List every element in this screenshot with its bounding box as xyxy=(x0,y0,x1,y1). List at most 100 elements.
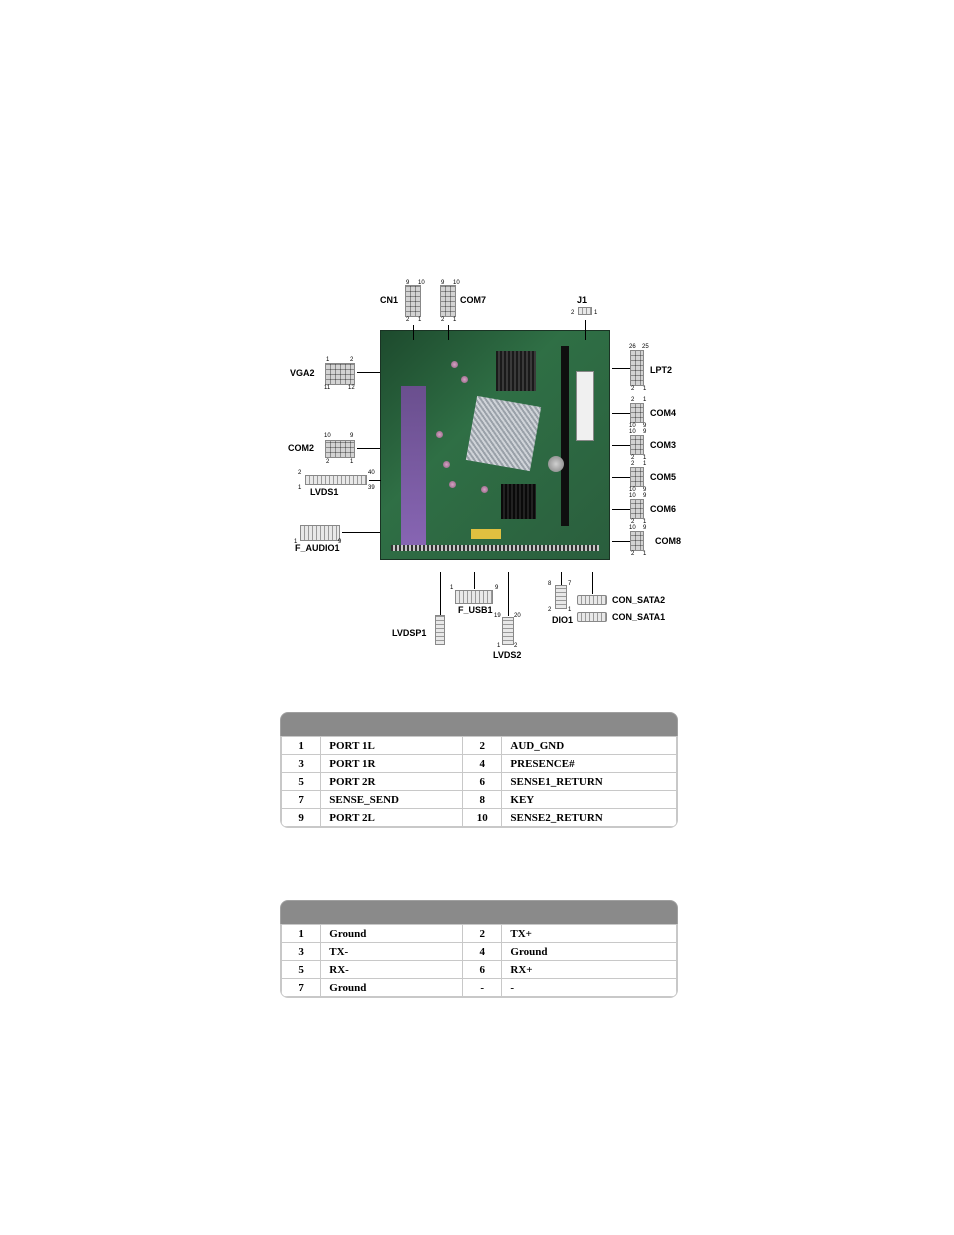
capacitor-icon xyxy=(461,376,468,383)
chip-icon xyxy=(471,529,501,539)
label-lpt2: LPT2 xyxy=(650,365,672,375)
label-cn1: CN1 xyxy=(380,295,398,305)
pin-number: 10 xyxy=(463,809,502,827)
pin-number: 1 xyxy=(282,925,321,943)
pin-number: 5 xyxy=(282,961,321,979)
connector-com7 xyxy=(440,285,456,317)
pin-strip-icon xyxy=(391,545,599,551)
signal-name: RX+ xyxy=(502,961,677,979)
connector-vga2 xyxy=(325,363,355,385)
connector-f-usb1 xyxy=(455,590,493,604)
motherboard-diagram: CN1 9 10 2 1 COM7 9 10 2 1 J1 2 1 VGA2 1… xyxy=(280,275,690,665)
pin-number: 4 xyxy=(463,755,502,773)
capacitor-icon xyxy=(451,361,458,368)
connector-j1 xyxy=(578,307,592,315)
table-row: 7Ground-- xyxy=(282,979,677,997)
label-com3: COM3 xyxy=(650,440,676,450)
label-f-usb1: F_USB1 xyxy=(458,605,493,615)
pin-number: 4 xyxy=(463,943,502,961)
pin-number: 9 xyxy=(282,809,321,827)
connector-com2 xyxy=(325,440,355,458)
connector-com8 xyxy=(630,531,644,551)
signal-name: PORT 1L xyxy=(321,737,463,755)
connector-lvdsp1 xyxy=(435,615,445,645)
label-lvds2: LVDS2 xyxy=(493,650,521,660)
connector-con-sata1 xyxy=(577,612,607,622)
label-dio1: DIO1 xyxy=(552,615,573,625)
table-body: 1Ground2TX+3TX-4Ground5RX-6RX+7Ground-- xyxy=(281,924,677,997)
signal-name: SENSE1_RETURN xyxy=(502,773,677,791)
table-row: 7SENSE_SEND8KEY xyxy=(282,791,677,809)
pin-number: 5 xyxy=(282,773,321,791)
connector-com6 xyxy=(630,499,644,519)
signal-name: TX+ xyxy=(502,925,677,943)
connector-cn1 xyxy=(405,285,421,317)
label-f-audio1: F_AUDIO1 xyxy=(295,543,340,553)
signal-name: RX- xyxy=(321,961,463,979)
table-header-bar xyxy=(280,900,678,924)
pin-number: - xyxy=(463,979,502,997)
table-row: 1PORT 1L2AUD_GND xyxy=(282,737,677,755)
pin-number: 6 xyxy=(463,961,502,979)
connector-con-sata2 xyxy=(577,595,607,605)
signal-name: AUD_GND xyxy=(502,737,677,755)
board-photo xyxy=(380,330,610,560)
connector-dio1 xyxy=(555,585,567,609)
connector-com4 xyxy=(630,403,644,423)
pin-number: 6 xyxy=(463,773,502,791)
signal-name: PORT 1R xyxy=(321,755,463,773)
pin-number: 8 xyxy=(463,791,502,809)
pin-number: 7 xyxy=(282,791,321,809)
capacitor-icon xyxy=(443,461,450,468)
pin-number: 1 xyxy=(282,737,321,755)
label-lvds1: LVDS1 xyxy=(310,487,338,497)
label-lvdsp1: LVDSP1 xyxy=(392,628,426,638)
pin-number: 7 xyxy=(282,979,321,997)
signal-name: Ground xyxy=(321,979,463,997)
battery-icon xyxy=(548,456,564,472)
label-com2: COM2 xyxy=(288,443,314,453)
table-row: 5RX-6RX+ xyxy=(282,961,677,979)
signal-name: PRESENCE# xyxy=(502,755,677,773)
table-body: 1PORT 1L2AUD_GND3PORT 1R4PRESENCE#5PORT … xyxy=(281,736,677,827)
label-com7: COM7 xyxy=(460,295,486,305)
table-row: 9PORT 2L10SENSE2_RETURN xyxy=(282,809,677,827)
label-vga2: VGA2 xyxy=(290,368,315,378)
connector-lvds1 xyxy=(305,475,367,485)
connector-lvds2 xyxy=(502,617,514,645)
signal-name: SENSE_SEND xyxy=(321,791,463,809)
table-row: 1Ground2TX+ xyxy=(282,925,677,943)
table-header-bar xyxy=(280,712,678,736)
signal-name: KEY xyxy=(502,791,677,809)
label-com4: COM4 xyxy=(650,408,676,418)
pinout-table-audio: 1PORT 1L2AUD_GND3PORT 1R4PRESENCE#5PORT … xyxy=(280,712,678,828)
signal-name: PORT 2L xyxy=(321,809,463,827)
signal-name: - xyxy=(502,979,677,997)
label-con-sata2: CON_SATA2 xyxy=(612,595,665,605)
connector-f-audio1 xyxy=(300,525,340,541)
atx-connector-icon xyxy=(576,371,594,441)
label-com5: COM5 xyxy=(650,472,676,482)
label-com8: COM8 xyxy=(655,536,681,546)
pinout-table-sata: 1Ground2TX+3TX-4Ground5RX-6RX+7Ground-- xyxy=(280,900,678,998)
chip-icon xyxy=(501,484,536,519)
connector-lpt2 xyxy=(630,350,644,386)
pin-number: 2 xyxy=(463,925,502,943)
label-j1: J1 xyxy=(577,295,587,305)
signal-name: Ground xyxy=(502,943,677,961)
pin-number: 3 xyxy=(282,943,321,961)
table-row: 5PORT 2R6SENSE1_RETURN xyxy=(282,773,677,791)
connector-com5 xyxy=(630,467,644,487)
signal-name: TX- xyxy=(321,943,463,961)
capacitor-icon xyxy=(436,431,443,438)
label-con-sata1: CON_SATA1 xyxy=(612,612,665,622)
table-row: 3PORT 1R4PRESENCE# xyxy=(282,755,677,773)
label-com6: COM6 xyxy=(650,504,676,514)
dimm-slot-icon xyxy=(561,346,569,526)
table-row: 3TX-4Ground xyxy=(282,943,677,961)
capacitor-icon xyxy=(481,486,488,493)
pin-number: 2 xyxy=(463,737,502,755)
connector-com3 xyxy=(630,435,644,455)
pin-number: 3 xyxy=(282,755,321,773)
heatsink-icon xyxy=(496,351,536,391)
